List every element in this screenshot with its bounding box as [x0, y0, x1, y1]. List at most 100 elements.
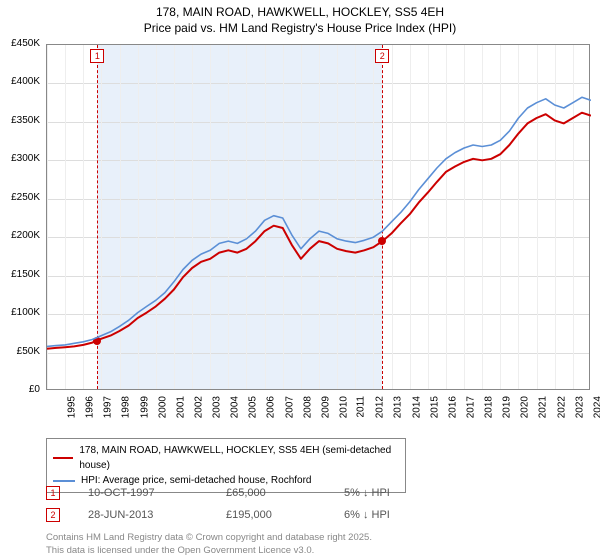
y-axis-tick-label: £350K: [0, 115, 40, 126]
x-axis-tick-label: 2024: [592, 396, 600, 418]
x-axis-tick-label: 2002: [193, 396, 204, 418]
x-axis-tick-label: 2011: [356, 396, 367, 418]
y-axis-tick-label: £400K: [0, 76, 40, 87]
y-axis-tick-label: £250K: [0, 192, 40, 203]
x-axis-tick-label: 2022: [556, 396, 567, 418]
gridline-v: [101, 45, 102, 389]
gridline-v: [156, 45, 157, 389]
x-axis-tick-label: 2003: [211, 396, 222, 418]
x-axis-tick-label: 2016: [447, 396, 458, 418]
y-axis-tick-label: £150K: [0, 269, 40, 280]
sale-event-marker-box: 1: [90, 49, 104, 63]
gridline-v: [573, 45, 574, 389]
sale-event-dot: [93, 337, 101, 345]
gridline-v: [500, 45, 501, 389]
title-line-2: Price paid vs. HM Land Registry's House …: [0, 20, 600, 36]
chart-title-block: 178, MAIN ROAD, HAWKWELL, HOCKLEY, SS5 4…: [0, 0, 600, 36]
gridline-v: [355, 45, 356, 389]
sale-event-dot: [378, 237, 386, 245]
gridline-v: [246, 45, 247, 389]
gridline-v: [265, 45, 266, 389]
gridline-v: [319, 45, 320, 389]
y-axis-tick-label: £450K: [0, 38, 40, 49]
gridline-v: [65, 45, 66, 389]
gridline-v: [482, 45, 483, 389]
x-axis-tick-label: 2000: [157, 396, 168, 418]
gridline-h: [47, 83, 589, 84]
sale-event-id-marker: 1: [46, 486, 60, 500]
x-axis-tick-label: 2004: [229, 396, 240, 418]
x-axis-tick-label: 2013: [393, 396, 404, 418]
gridline-v: [464, 45, 465, 389]
footer-line-1: Contains HM Land Registry data © Crown c…: [46, 532, 372, 545]
gridline-v: [210, 45, 211, 389]
x-axis-tick-label: 2010: [338, 396, 349, 418]
x-axis-tick-label: 2001: [175, 396, 186, 418]
x-axis-tick-label: 2018: [483, 396, 494, 418]
sale-event-date: 28-JUN-2013: [88, 509, 198, 521]
x-axis-tick-label: 2007: [284, 396, 295, 418]
line-chart: 12: [46, 44, 590, 390]
sale-event-marker-line: [382, 45, 383, 389]
x-axis-tick-label: 2008: [302, 396, 313, 418]
legend-label: 178, MAIN ROAD, HAWKWELL, HOCKLEY, SS5 4…: [79, 443, 399, 473]
gridline-v: [337, 45, 338, 389]
sale-event-date: 10-OCT-1997: [88, 487, 198, 499]
gridline-v: [518, 45, 519, 389]
ownership-shade-band: [97, 45, 382, 389]
gridline-h: [47, 353, 589, 354]
gridline-v: [537, 45, 538, 389]
gridline-v: [138, 45, 139, 389]
x-axis-tick-label: 1998: [121, 396, 132, 418]
legend-swatch: [53, 457, 73, 459]
gridline-h: [47, 122, 589, 123]
gridline-v: [410, 45, 411, 389]
sale-event-delta: 6% ↓ HPI: [344, 509, 390, 521]
sale-event-delta: 5% ↓ HPI: [344, 487, 390, 499]
sale-events-table: 1 10-OCT-1997 £65,000 5% ↓ HPI 2 28-JUN-2013 £…: [46, 482, 390, 526]
x-axis-tick-label: 2014: [411, 396, 422, 418]
y-axis-tick-label: £300K: [0, 153, 40, 164]
x-axis-tick-label: 1996: [84, 396, 95, 418]
gridline-h: [47, 237, 589, 238]
gridline-v: [446, 45, 447, 389]
x-axis-tick-label: 2006: [266, 396, 277, 418]
gridline-v: [83, 45, 84, 389]
x-axis-tick-label: 2023: [574, 396, 585, 418]
gridline-v: [47, 45, 48, 389]
sale-event-row: 1 10-OCT-1997 £65,000 5% ↓ HPI: [46, 482, 390, 504]
x-axis-tick-label: 2021: [538, 396, 549, 418]
y-axis-tick-label: £50K: [0, 346, 40, 357]
gridline-v: [283, 45, 284, 389]
x-axis-tick-label: 1995: [66, 396, 77, 418]
gridline-h: [47, 276, 589, 277]
sale-event-marker-box: 2: [375, 49, 389, 63]
title-line-1: 178, MAIN ROAD, HAWKWELL, HOCKLEY, SS5 4…: [0, 4, 600, 20]
x-axis-tick-label: 2019: [501, 396, 512, 418]
y-axis-tick-label: £100K: [0, 307, 40, 318]
gridline-v: [120, 45, 121, 389]
x-axis-tick-label: 2005: [248, 396, 259, 418]
gridline-v: [174, 45, 175, 389]
x-axis-tick-label: 2020: [520, 396, 531, 418]
gridline-v: [373, 45, 374, 389]
gridline-v: [555, 45, 556, 389]
attribution-footer: Contains HM Land Registry data © Crown c…: [46, 532, 372, 558]
gridline-h: [47, 199, 589, 200]
gridline-h: [47, 160, 589, 161]
x-axis-tick-label: 2015: [429, 396, 440, 418]
x-axis-tick-label: 1997: [103, 396, 114, 418]
sale-event-row: 228-JUN-2013£195,0006% ↓ HPI: [46, 504, 390, 526]
sale-event-price: £65,000: [226, 487, 316, 499]
gridline-v: [192, 45, 193, 389]
footer-line-2: This data is licensed under the Open Gov…: [46, 545, 372, 558]
sale-event-id-marker: 2: [46, 508, 60, 522]
x-axis-tick-label: 2012: [375, 396, 386, 418]
gridline-v: [301, 45, 302, 389]
gridline-h: [47, 314, 589, 315]
gridline-v: [428, 45, 429, 389]
y-axis-tick-label: £0: [0, 384, 40, 395]
gridline-v: [392, 45, 393, 389]
x-axis-tick-label: 2017: [465, 396, 476, 418]
x-axis-tick-label: 1999: [139, 396, 150, 418]
